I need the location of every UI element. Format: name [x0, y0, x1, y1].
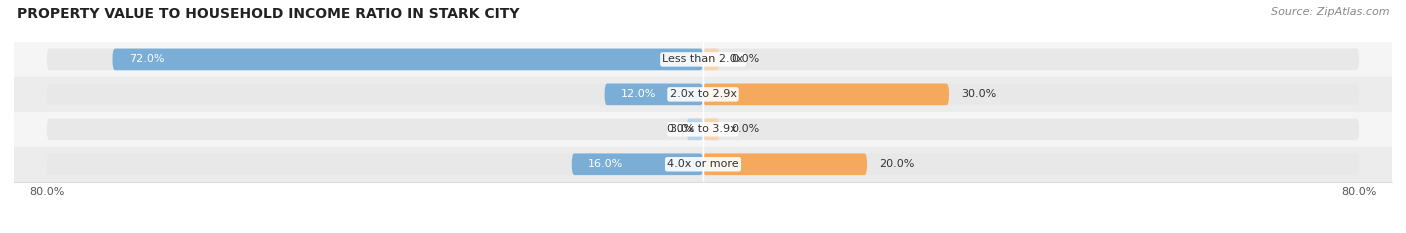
Text: 0.0%: 0.0%	[731, 124, 761, 134]
FancyBboxPatch shape	[686, 118, 703, 140]
Text: 0.0%: 0.0%	[666, 124, 695, 134]
Text: 12.0%: 12.0%	[621, 89, 657, 99]
Text: 16.0%: 16.0%	[588, 159, 623, 169]
Text: Source: ZipAtlas.com: Source: ZipAtlas.com	[1271, 7, 1389, 17]
FancyBboxPatch shape	[46, 118, 1360, 140]
FancyBboxPatch shape	[703, 49, 720, 70]
FancyBboxPatch shape	[703, 83, 949, 105]
Text: PROPERTY VALUE TO HOUSEHOLD INCOME RATIO IN STARK CITY: PROPERTY VALUE TO HOUSEHOLD INCOME RATIO…	[17, 7, 519, 21]
Text: 72.0%: 72.0%	[129, 55, 165, 64]
Text: 0.0%: 0.0%	[731, 55, 761, 64]
FancyBboxPatch shape	[605, 83, 703, 105]
Text: 3.0x to 3.9x: 3.0x to 3.9x	[669, 124, 737, 134]
Text: 4.0x or more: 4.0x or more	[668, 159, 738, 169]
Bar	[14, 112, 1392, 147]
FancyBboxPatch shape	[703, 118, 720, 140]
Bar	[14, 42, 1392, 77]
Bar	[14, 147, 1392, 182]
Text: 30.0%: 30.0%	[962, 89, 997, 99]
Text: Less than 2.0x: Less than 2.0x	[662, 55, 744, 64]
FancyBboxPatch shape	[46, 49, 1360, 70]
FancyBboxPatch shape	[46, 153, 1360, 175]
FancyBboxPatch shape	[703, 153, 868, 175]
FancyBboxPatch shape	[112, 49, 703, 70]
FancyBboxPatch shape	[46, 83, 1360, 105]
Text: 2.0x to 2.9x: 2.0x to 2.9x	[669, 89, 737, 99]
FancyBboxPatch shape	[572, 153, 703, 175]
Text: 20.0%: 20.0%	[879, 159, 915, 169]
Bar	[14, 77, 1392, 112]
